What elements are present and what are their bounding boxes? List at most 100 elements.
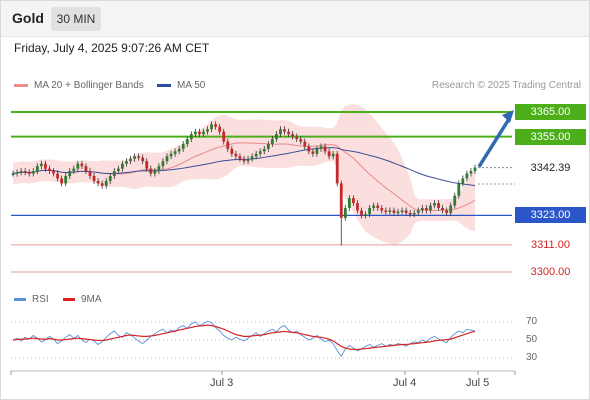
- top-bar: Gold 30 MIN: [0, 0, 590, 37]
- candle-body: [404, 210, 408, 213]
- datetime-label: Friday, July 4, 2025 9:07:26 AM CET: [14, 41, 210, 55]
- candle-body: [92, 176, 96, 181]
- candle-body: [364, 214, 367, 216]
- candle-body: [68, 171, 72, 176]
- candle-body: [376, 205, 380, 208]
- candle-body: [153, 171, 157, 174]
- candle-body: [368, 208, 372, 215]
- candle-body: [56, 173, 59, 179]
- candle-body: [169, 153, 173, 157]
- candle-body: [19, 171, 23, 173]
- x-tick-jul-4: Jul 4: [393, 377, 417, 389]
- candle-body: [360, 210, 363, 216]
- candle-body: [177, 148, 181, 152]
- candle-body: [23, 171, 27, 173]
- candle-body: [96, 180, 100, 184]
- candle-body: [202, 131, 205, 135]
- candle-body: [412, 212, 416, 215]
- candle-body: [473, 167, 477, 172]
- candle-body: [64, 176, 68, 184]
- legend-ma50: MA 50: [157, 80, 205, 91]
- candle-body: [189, 134, 193, 140]
- candle-body: [238, 156, 242, 159]
- candle-body: [31, 171, 35, 174]
- candle-body: [347, 198, 351, 208]
- candle-body: [72, 168, 76, 172]
- candle-body: [380, 208, 384, 211]
- candle-body: [372, 205, 376, 208]
- price-tag-3365.00: 3365.00: [515, 104, 586, 120]
- candle-body: [226, 141, 230, 149]
- candle-body: [104, 180, 108, 186]
- candle-body: [384, 210, 388, 212]
- candle-body: [129, 158, 132, 162]
- candle-body: [461, 178, 465, 184]
- candle-body: [408, 212, 412, 215]
- legend-ma20: MA 20 + Bollinger Bands: [14, 80, 144, 91]
- rsi-tick-70: 70: [526, 316, 538, 327]
- candle-body: [457, 183, 461, 196]
- candle-body: [145, 161, 149, 169]
- candle-body: [429, 205, 432, 211]
- candle-body: [108, 176, 112, 181]
- candle-body: [250, 156, 254, 159]
- candle-body: [116, 168, 120, 172]
- price-tag-3355.00: 3355.00: [515, 128, 586, 145]
- candle-body: [234, 153, 238, 157]
- candle-body: [270, 139, 274, 144]
- candle-body: [161, 161, 165, 167]
- candle-body: [218, 126, 222, 132]
- candle-body: [193, 131, 197, 135]
- candle-body: [291, 134, 295, 137]
- candle-body: [60, 178, 64, 184]
- price-tag-3323.00: 3323.00: [515, 207, 586, 224]
- rsi-tick-30: 30: [526, 352, 538, 363]
- candle-body: [433, 203, 436, 206]
- candle-body: [206, 129, 209, 132]
- candle-body: [35, 166, 39, 172]
- candle-body: [44, 163, 47, 169]
- candle-body: [392, 210, 396, 213]
- candle-body: [307, 146, 311, 152]
- candle-body: [327, 151, 331, 157]
- candle-body: [311, 151, 315, 154]
- credit-text: Research © 2025 Trading Central: [431, 80, 581, 91]
- candle-body: [339, 183, 343, 218]
- candle-body: [141, 157, 145, 162]
- candle-body: [258, 151, 262, 154]
- rsi-ma-line: [12, 324, 476, 351]
- candle-body: [11, 173, 15, 176]
- candle-body: [453, 195, 457, 206]
- candle-body: [420, 208, 424, 211]
- candle-body: [441, 208, 444, 211]
- candle-body: [254, 153, 258, 157]
- candle-body: [185, 139, 189, 144]
- candle-body: [210, 124, 213, 130]
- price-tag-3342.39: 3342.39: [515, 159, 586, 176]
- price-tag-3311.00: 3311.00: [531, 238, 570, 251]
- candle-body: [335, 153, 339, 184]
- candle-body: [27, 172, 31, 174]
- candle-body: [133, 156, 136, 159]
- legend-rsi-label: RSI: [32, 294, 49, 305]
- candle-body: [222, 131, 226, 142]
- candle-body: [279, 129, 282, 135]
- candle-body: [343, 208, 347, 218]
- candle-body: [246, 158, 250, 162]
- candle-body: [331, 153, 335, 157]
- x-tick-jul-5: Jul 5: [466, 377, 490, 389]
- timeframe-button[interactable]: 30 MIN: [51, 7, 101, 31]
- candle-body: [39, 163, 43, 167]
- candle-body: [52, 171, 55, 174]
- legend-ma20-label: MA 20 + Bollinger Bands: [34, 80, 144, 91]
- bollinger-band: [13, 104, 475, 245]
- price-tag-3300.00: 3300.00: [530, 266, 571, 278]
- rsi-tick-50: 50: [526, 334, 538, 345]
- candle-body: [275, 134, 278, 140]
- target-arrow-shaft: [477, 118, 511, 168]
- candle-body: [469, 171, 473, 174]
- candle-body: [416, 210, 420, 213]
- candle-body: [287, 131, 290, 135]
- candle-body: [88, 171, 92, 176]
